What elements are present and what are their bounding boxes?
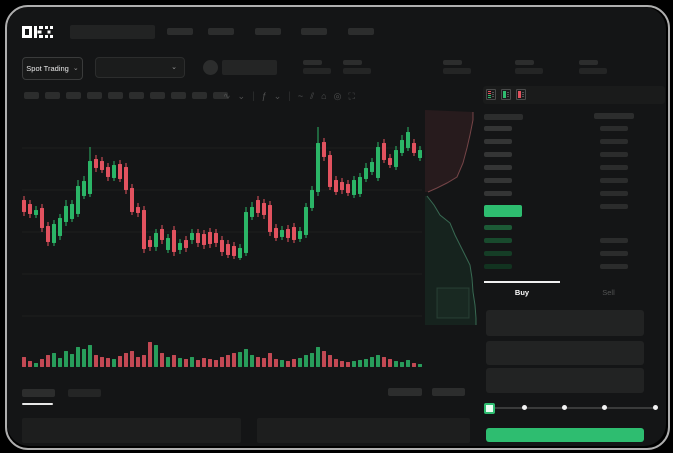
slider-stop[interactable] — [521, 405, 527, 410]
timeframe-button[interactable] — [129, 92, 144, 99]
bottom-tab-order-history[interactable] — [68, 389, 101, 397]
tab-sell[interactable]: Sell — [602, 287, 615, 297]
ask-amount-placeholder — [600, 191, 628, 196]
pair-select-dropdown[interactable]: ⌄ — [95, 57, 185, 78]
orders-action-button-1[interactable] — [388, 388, 422, 396]
stat-value-placeholder — [579, 68, 607, 74]
bid-price-placeholder[interactable] — [484, 225, 512, 230]
nav-item-placeholder[interactable] — [167, 28, 193, 35]
ask-amount-placeholder — [600, 152, 628, 157]
nav-item-placeholder[interactable] — [301, 28, 327, 35]
fullscreen-icon[interactable]: ⛶ — [348, 90, 355, 101]
bid-amount-placeholder — [600, 264, 628, 269]
market-type-label: Spot Trading — [26, 64, 69, 73]
stat-label-placeholder — [343, 60, 362, 65]
price-input[interactable] — [486, 310, 644, 336]
stat-value-placeholder — [443, 68, 471, 74]
pair-name-placeholder — [222, 60, 277, 75]
amount-input[interactable] — [486, 341, 644, 365]
slider-handle[interactable] — [484, 403, 495, 414]
ask-amount-placeholder — [600, 204, 628, 209]
stat-label-placeholder — [443, 60, 462, 65]
last-price-badge[interactable] — [484, 205, 522, 217]
total-input[interactable] — [486, 368, 644, 393]
bid-amount-placeholder — [600, 251, 628, 256]
ask-price-placeholder[interactable] — [484, 191, 512, 196]
bid-amount-placeholder — [600, 238, 628, 243]
orders-panel-right — [257, 418, 470, 443]
indicator-icon[interactable]: ƒ — [261, 91, 267, 101]
ask-price-placeholder[interactable] — [484, 178, 512, 183]
active-tab-indicator — [484, 281, 560, 283]
bottom-tab-underline — [22, 403, 53, 405]
timeframe-button[interactable] — [66, 92, 81, 99]
ask-amount-placeholder — [600, 126, 628, 131]
chevron-down-icon: ⌄ — [171, 63, 177, 71]
app-window: Spot Trading ⌄ ⌄ ∿ ⌄ | ƒ ⌄ | ~ ⫽ ⌂ ◎ ⛶ — [7, 7, 666, 446]
line-tool-icon[interactable]: ~ — [297, 91, 304, 101]
timeframe-button[interactable] — [192, 92, 207, 99]
ask-price-placeholder[interactable] — [484, 139, 512, 144]
stat-value-placeholder — [343, 68, 371, 74]
candlestick-chart[interactable] — [7, 7, 666, 446]
orders-panel-left — [22, 418, 241, 443]
okx-logo[interactable] — [22, 26, 53, 38]
book-asks-icon[interactable] — [516, 89, 526, 100]
orders-action-button-2[interactable] — [432, 388, 465, 396]
slider-stop[interactable] — [601, 405, 607, 410]
divider: | — [252, 90, 255, 102]
market-type-dropdown[interactable]: Spot Trading ⌄ — [22, 57, 83, 80]
slider-stop[interactable] — [653, 405, 658, 410]
slider-stop[interactable] — [561, 405, 567, 410]
bid-price-placeholder[interactable] — [484, 251, 512, 256]
ask-amount-placeholder — [600, 165, 628, 170]
settings-icon[interactable]: ◎ — [333, 90, 342, 101]
timeframe-button[interactable] — [150, 92, 165, 99]
compare-icon[interactable]: ⫽ — [310, 90, 315, 101]
timeframe-button[interactable] — [213, 92, 228, 99]
nav-item-placeholder[interactable] — [208, 28, 234, 35]
chevron-down-icon: ⌄ — [72, 64, 79, 72]
timeframe-button[interactable] — [171, 92, 186, 99]
orderbook-amount-header — [594, 113, 634, 119]
nav-item-placeholder[interactable] — [348, 28, 374, 35]
stat-label-placeholder — [303, 60, 322, 65]
bottom-tab-open-orders[interactable] — [22, 389, 55, 397]
stat-label-placeholder — [515, 60, 534, 65]
chevron-down-icon[interactable]: ⌄ — [237, 90, 246, 101]
orderbook-toolbar-bg — [483, 86, 665, 104]
search-bar-placeholder[interactable] — [70, 25, 155, 39]
stat-label-placeholder — [579, 60, 598, 65]
ask-price-placeholder[interactable] — [484, 126, 512, 131]
amount-slider[interactable] — [484, 403, 658, 414]
bid-price-placeholder[interactable] — [484, 238, 512, 243]
coin-avatar — [203, 60, 218, 75]
book-combined-icon[interactable] — [486, 89, 496, 100]
chevron-down-icon[interactable]: ⌄ — [273, 90, 282, 101]
stat-value-placeholder — [303, 68, 331, 74]
orderbook-price-header — [484, 114, 523, 120]
ask-price-placeholder[interactable] — [484, 152, 512, 157]
candle-type-icon[interactable]: ∿ — [223, 90, 231, 101]
stat-value-placeholder — [515, 68, 543, 74]
bid-price-placeholder[interactable] — [484, 264, 512, 269]
chart-tools: ∿ ⌄ | ƒ ⌄ | ~ ⫽ ⌂ ◎ ⛶ — [223, 89, 355, 103]
timeframe-button[interactable] — [87, 92, 102, 99]
ask-amount-placeholder — [600, 178, 628, 183]
timeframe-button[interactable] — [45, 92, 60, 99]
tab-buy[interactable]: Buy — [514, 287, 530, 297]
camera-icon[interactable]: ⌂ — [321, 91, 327, 101]
nav-item-placeholder[interactable] — [255, 28, 281, 35]
ask-price-placeholder[interactable] — [484, 165, 512, 170]
book-bids-icon[interactable] — [501, 89, 511, 100]
ask-amount-placeholder — [600, 139, 628, 144]
divider: | — [288, 90, 291, 102]
buy-submit-button[interactable] — [486, 428, 644, 442]
timeframe-button[interactable] — [24, 92, 39, 99]
timeframe-button[interactable] — [108, 92, 123, 99]
